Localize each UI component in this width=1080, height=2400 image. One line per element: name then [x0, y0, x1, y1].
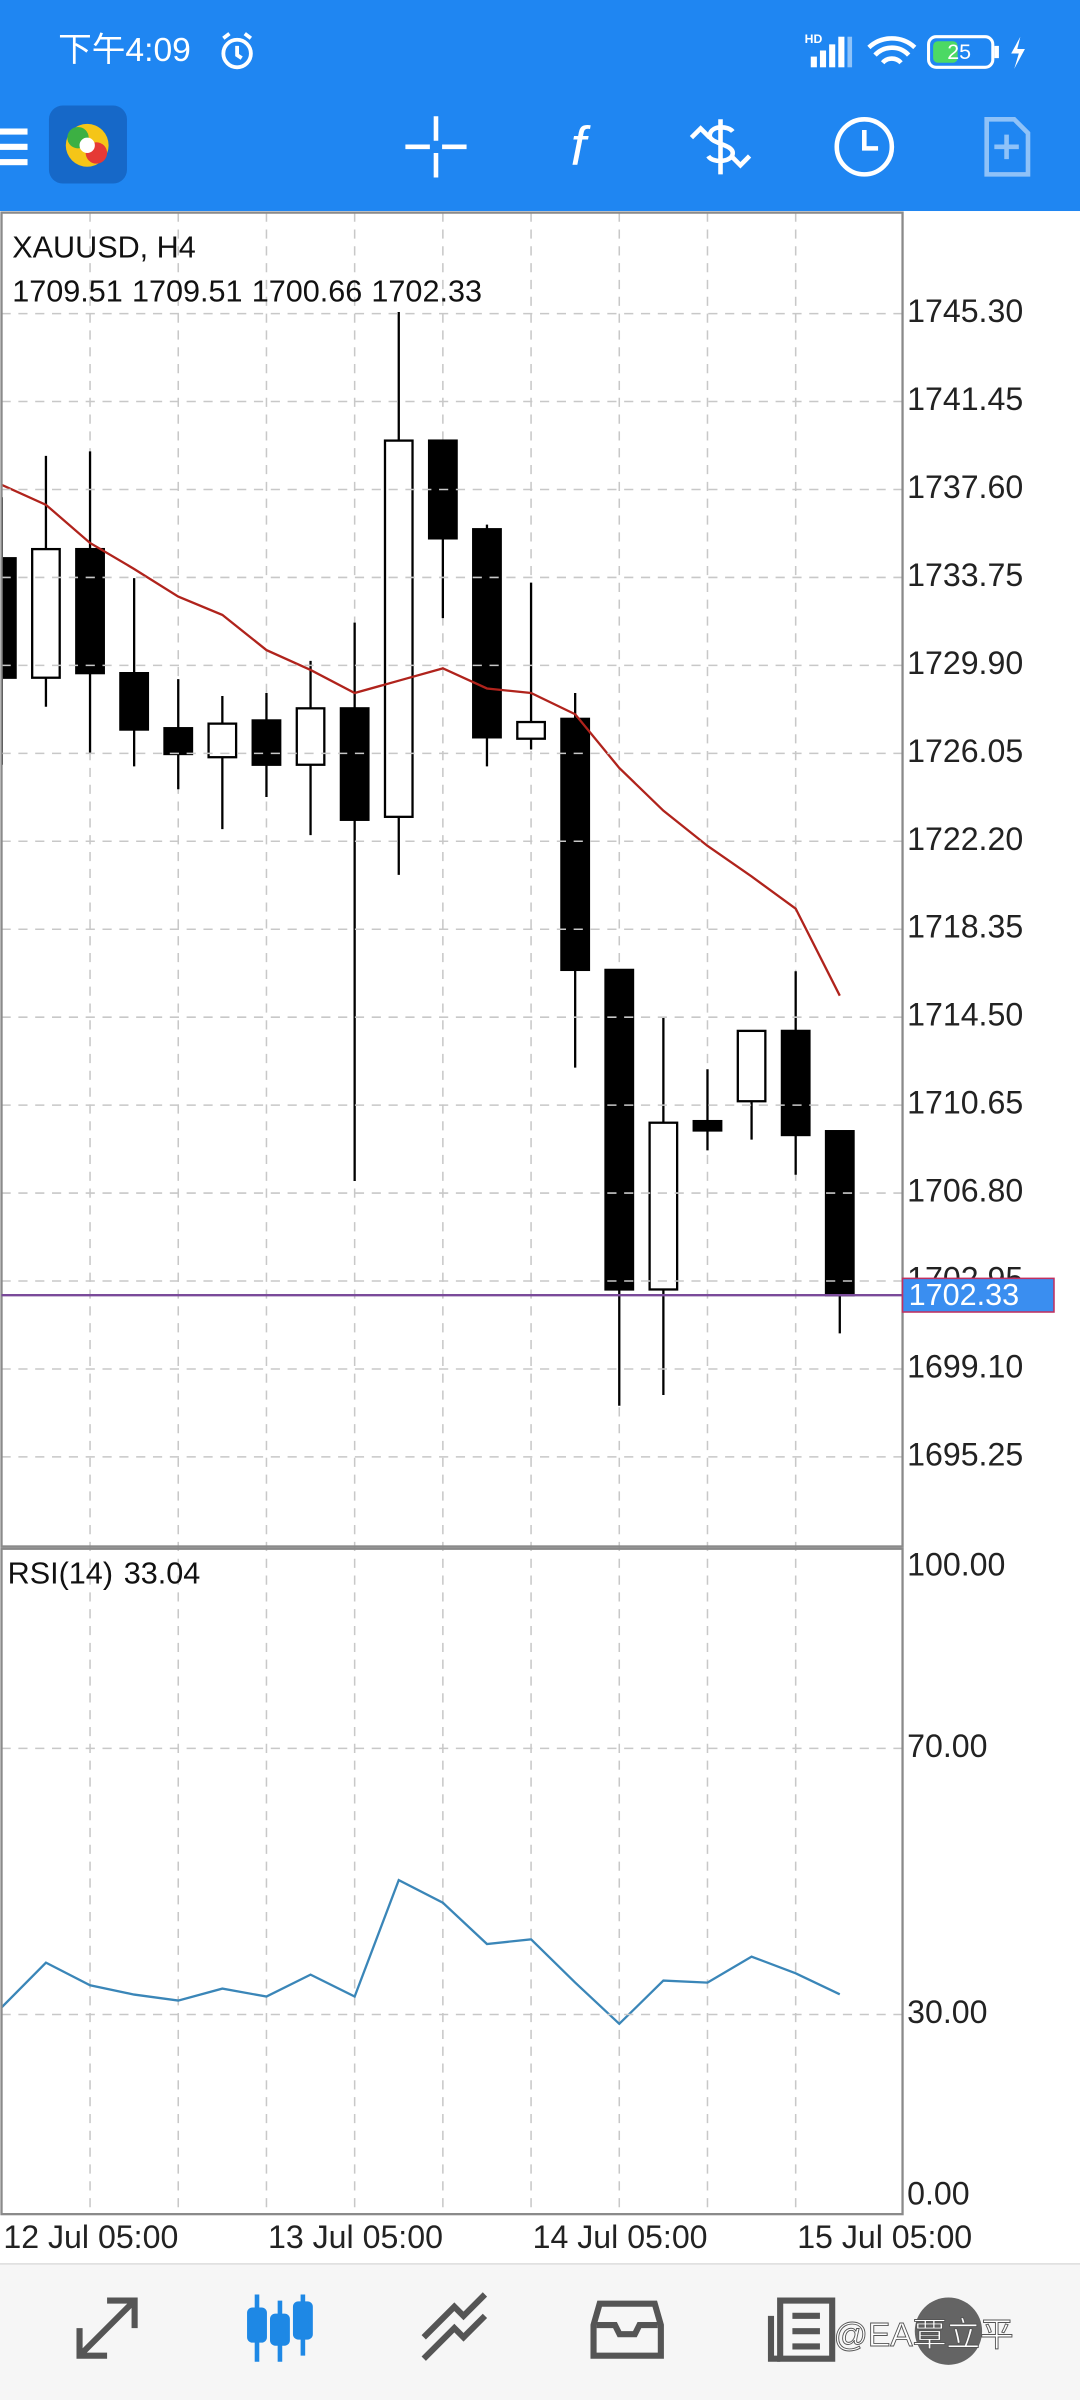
pane-frame: [0, 1547, 904, 2216]
status-time: 下午4:09: [58, 31, 191, 69]
candle-body: [516, 720, 546, 740]
trade-button[interactable]: [689, 119, 752, 175]
period-button[interactable]: [834, 117, 895, 177]
y-tick-label: 100.00: [907, 1547, 1005, 1583]
battery-icon: 25: [927, 35, 999, 69]
ohlc-low: 1700.66: [252, 275, 363, 309]
ohlc-close: 1702.33: [371, 275, 482, 309]
alarm-icon: [221, 32, 253, 70]
crosshair-button[interactable]: [405, 116, 467, 178]
x-tick-label: 15 Jul 05:00: [797, 2219, 972, 2255]
battery-level: 25: [947, 40, 971, 64]
candle-body: [251, 719, 282, 766]
y-tick-label: 1710.65: [907, 1085, 1023, 1121]
charging-icon: [1011, 36, 1025, 69]
menu-button[interactable]: [0, 128, 28, 166]
candle-body: [207, 722, 238, 759]
bottom-nav: [0, 2263, 1080, 2400]
y-tick-label: 1718.35: [907, 909, 1023, 945]
pane-frame: [0, 211, 904, 1548]
moving-average: [1, 483, 841, 997]
y-tick-label: 1733.75: [907, 557, 1023, 593]
history-tab[interactable]: [590, 2300, 664, 2359]
y-tick-label: 1737.60: [907, 469, 1023, 505]
y-tick-label: 1695.25: [907, 1436, 1023, 1472]
candle-body: [163, 727, 194, 756]
x-tick-label: 14 Jul 05:00: [533, 2219, 708, 2255]
y-tick-label: 1741.45: [907, 381, 1023, 417]
signal-icon: [810, 36, 853, 68]
watermark: @EA覃立平: [834, 2316, 1014, 2354]
candle-body: [75, 547, 105, 675]
candle-body: [604, 968, 635, 1291]
y-tick-label: 1745.30: [907, 293, 1023, 329]
chart-title: XAUUSD, H4: [12, 230, 196, 264]
chart-area: [0, 211, 1080, 2264]
candle-body: [383, 439, 414, 818]
candle-body: [736, 1029, 767, 1103]
y-tick-label: 1726.05: [907, 733, 1023, 769]
plot-clip: [1, 311, 855, 2026]
y-tick-label: 1722.20: [907, 821, 1023, 857]
candle-body: [780, 1029, 811, 1137]
y-tick-label: 30.00: [907, 1994, 987, 2030]
candle-body: [692, 1119, 723, 1132]
indicator-name: RSI(14): [8, 1557, 113, 1591]
quotes-tab[interactable]: [76, 2297, 138, 2359]
y-tick-label: 70.00: [907, 1728, 987, 1764]
header-bar: [0, 0, 1080, 212]
x-tick-label: 12 Jul 05:00: [3, 2219, 178, 2255]
chart-tab[interactable]: [247, 2294, 313, 2362]
network-type: HD: [805, 32, 823, 46]
wifi-icon: [867, 36, 917, 65]
candle-body: [31, 547, 61, 679]
news-tab[interactable]: [767, 2297, 836, 2362]
last-price-label: 1702.33: [909, 1278, 1020, 1312]
y-tick-label: 1729.90: [907, 645, 1023, 681]
indicator-line: [1, 1878, 841, 2026]
x-tick-label: 13 Jul 05:00: [268, 2219, 443, 2255]
watermark-logo: [914, 2297, 983, 2365]
y-tick-label: 1714.50: [907, 997, 1023, 1033]
indicator-title: RSI(14) 33.04: [8, 1557, 201, 1591]
last-price-box: [901, 1277, 1055, 1313]
candle-body: [824, 1130, 855, 1297]
template-button[interactable]: [984, 117, 1031, 177]
indicator-value: 33.04: [124, 1557, 201, 1591]
ohlc-values: 1709.51 1709.51 1700.66 1702.33: [12, 275, 482, 309]
ohlc-high: 1709.51: [132, 275, 243, 309]
candle-body: [472, 528, 502, 739]
candle-body: [339, 707, 370, 821]
y-tick-label: 1699.10: [907, 1348, 1023, 1384]
y-tick-label: 0.00: [907, 2175, 970, 2211]
candle-body: [295, 707, 326, 766]
app-icon[interactable]: [48, 105, 127, 184]
candle-body: [560, 717, 591, 972]
candle-body: [119, 672, 150, 731]
ohlc-open: 1709.51: [12, 275, 123, 309]
candle-body: [648, 1121, 679, 1291]
y-tick-label: 1706.80: [907, 1173, 1023, 1209]
chart-layer: 1745.30 1741.45 1737.60 1733.75 1729.90 1726.…: [0, 211, 1055, 2255]
trade-tab[interactable]: [421, 2292, 488, 2361]
